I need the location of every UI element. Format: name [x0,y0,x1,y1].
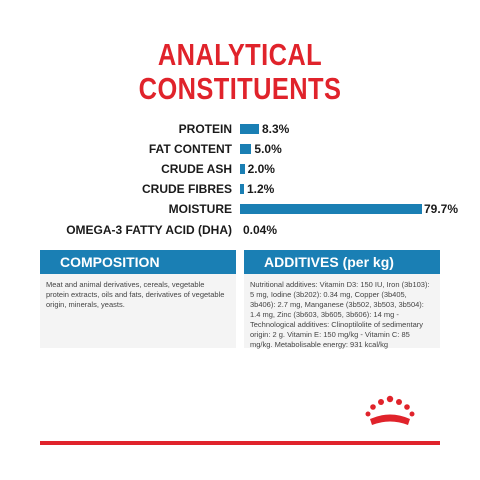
nutrient-value: 0.04% [243,223,278,237]
nutrient-row: FAT CONTENT 5.0% [0,141,480,157]
title-line-1: ANALYTICAL [157,37,323,72]
nutrient-value: 2.0% [247,162,275,176]
nutrient-bar [240,164,245,174]
nutrient-row: PROTEIN 8.3% [0,121,480,137]
nutrient-label: CRUDE FIBRES [141,182,232,196]
composition-heading: COMPOSITION [40,250,236,274]
nutrient-row: CRUDE FIBRES 1.2% [0,181,480,197]
composition-text: Meat and animal derivatives, cereals, ve… [46,280,225,309]
composition-panel: COMPOSITION Meat and animal derivatives,… [40,250,236,348]
nutrient-bar [240,204,422,214]
nutrient-row: OMEGA-3 FATTY ACID (DHA) 0.04% [0,222,480,238]
crown-logo-icon [365,395,415,425]
nutrient-value: 8.3% [261,122,290,136]
bottom-divider [40,441,440,445]
nutrient-row: MOISTURE 79.7% [0,201,480,217]
nutrient-value: 1.2% [247,182,275,196]
nutrient-bar [240,184,244,194]
nutrient-label: PROTEIN [178,122,232,136]
page-title: ANALYTICAL CONSTITUENTS [43,38,437,106]
nutrient-label: OMEGA-3 FATTY ACID (DHA) [66,223,232,237]
nutrient-value: 79.7% [424,202,459,216]
nutrient-label: FAT CONTENT [148,142,232,156]
nutrient-label: MOISTURE [168,202,232,216]
nutrient-bar [240,144,252,154]
nutrient-label: CRUDE ASH [161,162,232,176]
additives-heading: ADDITIVES (per kg) [244,250,440,274]
nutrient-value: 5.0% [254,142,282,156]
additives-text: Nutritional additives: Vitamin D3: 150 I… [250,280,430,349]
nutrient-row: CRUDE ASH 2.0% [0,161,480,177]
nutrient-bar [240,124,259,134]
additives-panel: ADDITIVES (per kg) Nutritional additives… [244,250,440,349]
title-line-2: CONSTITUENTS [138,71,342,106]
